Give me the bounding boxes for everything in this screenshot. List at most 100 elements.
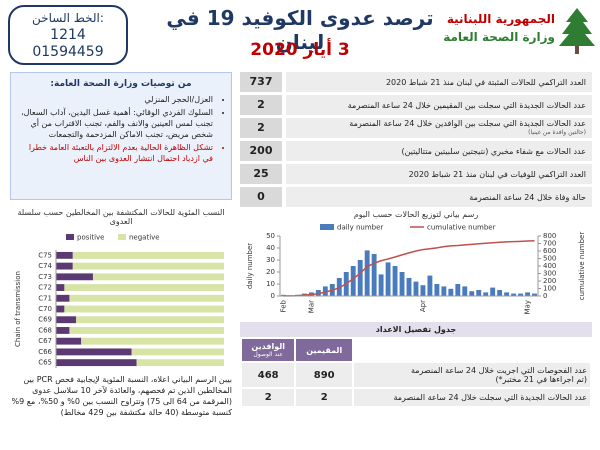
bar-segment [56, 284, 65, 291]
chart-title: النسب المئوية للحالات المكتشفة بين المخا… [17, 208, 225, 226]
y-tick-label: C70 [38, 305, 52, 313]
stat-value: 25 [240, 164, 282, 184]
stat-value: 200 [240, 141, 282, 161]
cell: 890 [296, 363, 352, 387]
bar [483, 292, 489, 296]
bar [378, 274, 384, 296]
stats-list: 737 العدد التراكمي للحالات المثبتة في لبن… [240, 72, 592, 210]
recommendations-panel: من توصيات وزارة الصحة العامة: العزل/الحج… [10, 72, 232, 200]
stat-row: 200 عدد الحالات مع شفاء مخبري (نتيجتين سل… [240, 141, 592, 161]
legend-swatch [320, 224, 334, 230]
legend-label: cumulative number [427, 224, 496, 232]
bar-segment [56, 305, 65, 313]
stat-value: 2 [240, 118, 282, 138]
y-tick-label: C68 [38, 326, 52, 334]
bar-segment [56, 337, 82, 345]
stat-value: 737 [240, 72, 282, 92]
bar-segment [56, 348, 132, 356]
bar-segment [64, 305, 225, 313]
row-text: عدد الفحوصات التي اجريت خلال 24 ساعة الم… [410, 366, 587, 375]
y2-tick-label: 700 [543, 240, 556, 248]
table: المقيمين الوافدين عند الوصول عدد الفحوصات… [240, 337, 592, 408]
bar-segment [76, 316, 224, 324]
column-label: الوافدين [251, 342, 285, 351]
stat-row: 737 العدد التراكمي للحالات المثبتة في لبن… [240, 72, 592, 92]
bar-segment [64, 284, 225, 291]
y2-tick-label: 100 [543, 285, 556, 293]
y2-axis-label: cumulative number [578, 232, 586, 301]
recommendation-warning: تشكل الظاهرة الحالية بعدم الالتزام بالتع… [17, 142, 213, 164]
y2-tick-label: 300 [543, 270, 556, 278]
stat-label: حالة وفاة خلال 24 ساعة المنصرمة [469, 192, 586, 202]
bar [476, 290, 482, 296]
details-table: جدول تفصيل الاعداد المقيمين الوافدين عند … [240, 322, 592, 408]
page-date: 3 أيار 2020 [250, 40, 350, 60]
row-label: عدد الفحوصات التي اجريت خلال 24 ساعة الم… [354, 363, 590, 387]
x-tick-label: May [524, 300, 532, 314]
y-tick-label: 20 [266, 268, 275, 276]
bar [399, 272, 405, 296]
stat-row: 0 حالة وفاة خلال 24 ساعة المنصرمة [240, 187, 592, 207]
bar [455, 284, 461, 296]
y-tick-label: 0 [271, 292, 275, 300]
cell: 2 [296, 389, 352, 406]
row-text: عدد الحالات الجديدة التي سجلت خلال 24 سا… [393, 393, 587, 402]
stat-row: 2 عدد الحالات الجديدة التي سجلت بين الواف… [240, 118, 592, 138]
bar [385, 262, 391, 296]
hotline-box: الخط الساخن: 1214 01594459 [8, 5, 128, 65]
y2-tick-label: 500 [543, 255, 556, 263]
bar-segment [56, 251, 73, 259]
bar-segment [92, 273, 225, 281]
legend-swatch [66, 234, 74, 240]
stat-row: 25 العدد التراكمي للوفيات في لبنان منذ 21… [240, 164, 592, 184]
y-tick-label: C75 [38, 251, 52, 259]
x-tick-label: Apr [419, 300, 427, 312]
line-series [283, 239, 535, 297]
bar [448, 288, 454, 296]
bar-segment [81, 337, 224, 345]
bar-segment [56, 294, 70, 302]
y-tick-label: C67 [38, 337, 52, 345]
bar [427, 275, 433, 296]
column-label: المقيمين [306, 345, 343, 355]
bar-segment [131, 348, 224, 356]
bar-segment [69, 294, 224, 302]
y-tick-label: C72 [38, 284, 52, 292]
y-tick-label: C74 [38, 262, 52, 270]
bar-segment [69, 327, 224, 334]
stat-label-box: عدد الحالات الجديدة التي سجلت بين المقيم… [286, 95, 592, 115]
hotline-label: الخط الساخن: [32, 11, 104, 25]
bar [434, 284, 440, 296]
recommendation-item: السلوك الفردي الوقائي: أهمية غسل اليدين،… [17, 107, 213, 140]
chart: positive negative Chain of transmission C75… [14, 234, 225, 368]
stat-value: 0 [240, 187, 282, 207]
bar [469, 291, 475, 296]
bar-segment [56, 262, 73, 270]
stat-note: (حالتين وافدة من غينيا) [528, 129, 586, 136]
ministry-name: الجمهورية اللبنانية وزارة الصحة العامة [420, 10, 555, 46]
y2-tick-label: 400 [543, 262, 556, 270]
bar [413, 281, 419, 296]
y-tick-label: 40 [266, 244, 275, 252]
y2-tick-label: 0 [543, 292, 547, 300]
cell: 2 [242, 389, 295, 406]
y-tick-label: C73 [38, 273, 52, 281]
bar [357, 260, 363, 296]
bar [462, 286, 468, 296]
recommendations-title: من توصيات وزارة الصحة العامة: [50, 79, 192, 89]
stat-label: عدد الحالات الجديدة التي سجلت بين المقيم… [347, 100, 586, 110]
column-header: الوافدين عند الوصول [242, 339, 295, 361]
column-header: المقيمين [296, 339, 352, 361]
bar [322, 286, 328, 296]
bar-segment [136, 359, 224, 367]
cedar-logo [559, 8, 595, 54]
bar [441, 286, 447, 296]
bar-segment [56, 359, 137, 367]
y-axis-label: daily number [246, 243, 254, 289]
bar [364, 250, 370, 296]
hotline-number: 01594459 [32, 44, 104, 60]
chart: daily number cumulative number 0 10 20 30 40 50… [246, 224, 586, 315]
bar [350, 266, 356, 296]
y-tick-label: 10 [266, 280, 275, 288]
